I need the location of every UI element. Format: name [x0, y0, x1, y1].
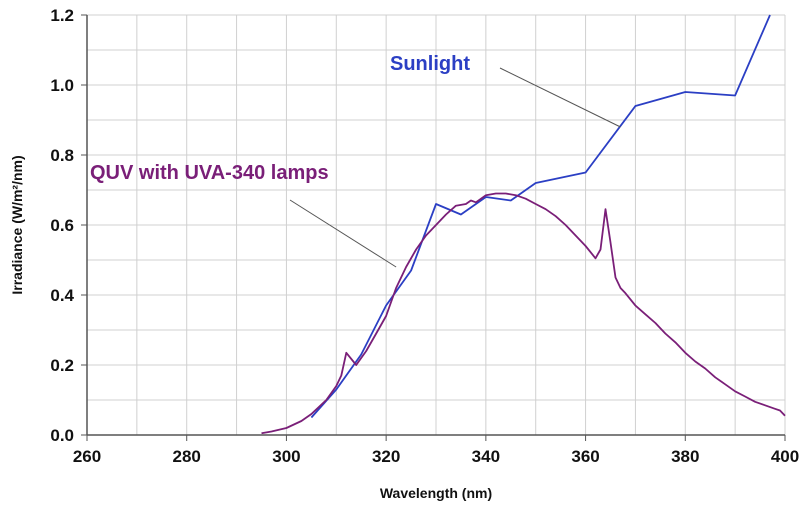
quv-annotation: QUV with UVA-340 lamps: [90, 162, 329, 184]
series-lines: [261, 14, 786, 435]
tick-labels: 260 280 300 320 340 360 380 400 0.0 0.2 0.4 0.6 0.8 1…: [50, 6, 799, 466]
x-tick-label: 340: [472, 447, 500, 466]
annotation-leader-line: [289, 199, 397, 268]
y-tick-label: 1.0: [50, 76, 74, 95]
x-tick-label: 300: [272, 447, 300, 466]
y-axis-label: Irradiance (W/m²/nm): [9, 155, 25, 294]
y-tick-label: 0.6: [50, 216, 74, 235]
x-tick-label: 320: [372, 447, 400, 466]
y-tick-label: 0.8: [50, 146, 74, 165]
x-tick-label: 280: [173, 447, 201, 466]
x-tick-label: 260: [73, 447, 101, 466]
y-tick-label: 0.2: [50, 356, 74, 375]
sunlight-annotation: Sunlight: [390, 53, 470, 75]
sunlight-line: [310, 14, 771, 419]
x-tick-label: 360: [571, 447, 599, 466]
y-tick-label: 0.0: [50, 426, 74, 445]
quv-line: [261, 192, 786, 435]
axes: [81, 14, 786, 441]
annotation-leader-line: [499, 67, 621, 128]
gridlines: [87, 14, 786, 435]
annotations: Sunlight QUV with UVA-340 lamps: [90, 53, 621, 268]
x-axis-label: Wavelength (nm): [380, 485, 492, 501]
y-tick-label: 0.4: [50, 286, 74, 305]
y-tick-label: 1.2: [50, 6, 74, 25]
x-tick-label: 380: [671, 447, 699, 466]
x-tick-label: 400: [771, 447, 799, 466]
